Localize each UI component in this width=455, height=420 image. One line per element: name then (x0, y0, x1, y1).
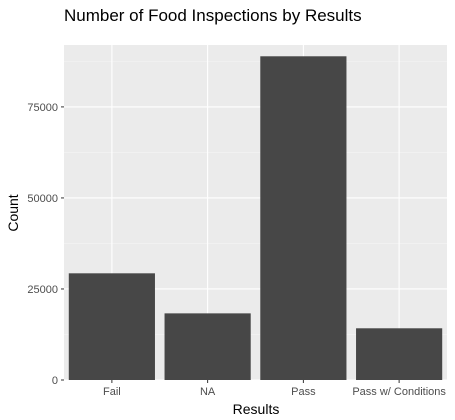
y-axis: 0 25000 50000 75000 (27, 102, 64, 387)
bar-na (164, 313, 251, 380)
x-tick-label: Fail (103, 386, 121, 398)
bar-pass-w-conditions (356, 328, 443, 380)
x-tick-label: Pass (291, 386, 316, 398)
x-tick-label: NA (200, 386, 216, 398)
x-axis: Fail NA Pass Pass w/ Conditions (103, 380, 446, 398)
y-axis-title: Count (5, 194, 21, 231)
bar-fail (68, 273, 155, 380)
y-tick-label: 75000 (27, 102, 58, 114)
bar-pass (260, 56, 347, 380)
chart-title: Number of Food Inspections by Results (64, 6, 362, 25)
x-axis-title: Results (233, 401, 280, 417)
bars (68, 56, 443, 380)
x-tick-label: Pass w/ Conditions (352, 386, 446, 398)
y-tick-label: 25000 (27, 284, 58, 296)
y-tick-label: 50000 (27, 193, 58, 205)
y-tick-label: 0 (52, 375, 58, 387)
